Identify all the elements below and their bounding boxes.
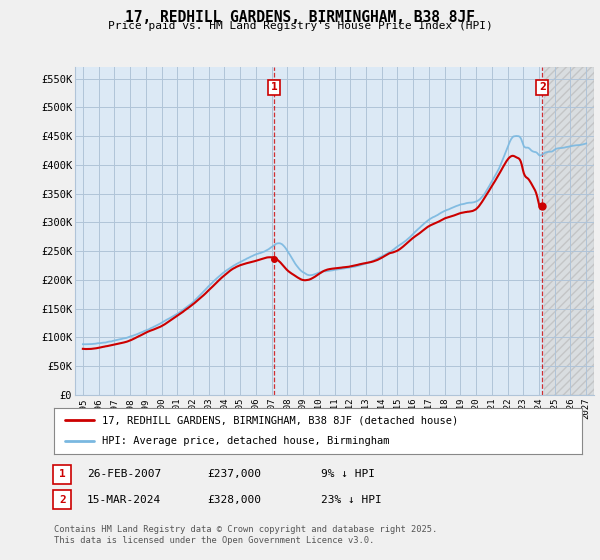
- Text: Contains HM Land Registry data © Crown copyright and database right 2025.
This d: Contains HM Land Registry data © Crown c…: [54, 525, 437, 545]
- Text: 26-FEB-2007: 26-FEB-2007: [87, 469, 161, 479]
- Text: £237,000: £237,000: [207, 469, 261, 479]
- Text: 1: 1: [271, 82, 277, 92]
- Text: £328,000: £328,000: [207, 494, 261, 505]
- Text: 15-MAR-2024: 15-MAR-2024: [87, 494, 161, 505]
- Bar: [544, 67, 594, 395]
- Text: HPI: Average price, detached house, Birmingham: HPI: Average price, detached house, Birm…: [101, 436, 389, 446]
- Text: 17, REDHILL GARDENS, BIRMINGHAM, B38 8JF (detached house): 17, REDHILL GARDENS, BIRMINGHAM, B38 8JF…: [101, 415, 458, 425]
- Text: 23% ↓ HPI: 23% ↓ HPI: [321, 494, 382, 505]
- Text: 9% ↓ HPI: 9% ↓ HPI: [321, 469, 375, 479]
- Text: 2: 2: [59, 494, 66, 505]
- Text: 17, REDHILL GARDENS, BIRMINGHAM, B38 8JF: 17, REDHILL GARDENS, BIRMINGHAM, B38 8JF: [125, 10, 475, 25]
- Text: 1: 1: [59, 469, 66, 479]
- Text: 2: 2: [539, 82, 545, 92]
- Text: Price paid vs. HM Land Registry's House Price Index (HPI): Price paid vs. HM Land Registry's House …: [107, 21, 493, 31]
